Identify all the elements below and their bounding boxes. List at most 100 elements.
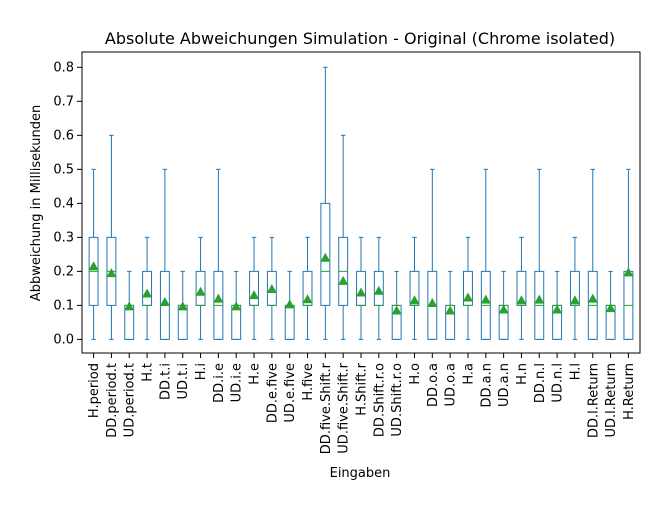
mean-marker <box>177 301 188 311</box>
ticks-layer: 0.0 0.1 0.2 0.3 0.4 0.5 0.6 0.7 0.8 H.period DD.pe… <box>53 60 637 454</box>
y-tick-label: 0.7 <box>53 94 74 109</box>
box-ud-l-return <box>605 270 616 340</box>
box-h-shift-r <box>356 236 366 340</box>
x-tick-label: DD.o.a <box>426 363 441 407</box>
box-ud-e-five <box>284 270 295 340</box>
y-tick-label: 0.5 <box>53 162 74 177</box>
box-h-a <box>462 236 473 340</box>
x-tick-label: H.Return <box>622 363 637 420</box>
box-h-t <box>142 236 153 340</box>
x-tick-label: DD.t.i <box>158 363 173 400</box>
box-dd-shift-r-o <box>373 236 384 340</box>
x-tick-label: H.l <box>568 363 583 380</box>
x-tick-label: UD.l.Return <box>604 363 619 438</box>
x-tick-label: DD.n.l <box>533 363 548 403</box>
x-tick-label: UD.t.i <box>176 363 191 400</box>
x-tick-label: H.t <box>141 363 156 382</box>
x-tick-label: DD.five.Shift.r <box>319 362 334 454</box>
box-h-o <box>409 236 420 340</box>
mean-marker <box>284 299 295 309</box>
box-dd-five-shift-r <box>320 66 331 340</box>
box-ud-five-shift-r <box>338 134 349 340</box>
y-tick-label: 0.8 <box>53 60 74 75</box>
mean-marker <box>498 304 509 314</box>
mean-marker <box>409 295 420 305</box>
mean-marker <box>516 295 527 305</box>
x-tick-label: UD.period.t <box>123 363 138 437</box>
box-h-e <box>249 236 260 340</box>
mean-marker <box>587 293 598 303</box>
box-iqr <box>142 270 153 306</box>
box-dd-l-return <box>587 168 598 340</box>
box-h-n <box>516 236 527 340</box>
box-ud-a-n <box>498 270 509 340</box>
x-tick-label: H.period <box>87 363 102 418</box>
x-tick-label: H.a <box>461 363 476 385</box>
x-tick-label: UD.five.Shift.r <box>337 362 352 453</box>
mean-marker <box>480 294 491 304</box>
box-ud-shift-r-o <box>391 270 402 340</box>
box-iqr <box>124 304 135 340</box>
mean-marker <box>445 305 456 315</box>
x-tick-label: H.Shift.r <box>355 362 370 415</box>
mean-marker <box>462 292 473 302</box>
x-tick-label: H.n <box>515 363 530 385</box>
y-tick-label: 0.0 <box>53 332 74 347</box>
x-tick-label: UD.n.l <box>551 363 566 403</box>
mean-marker <box>356 287 366 297</box>
mean-marker <box>302 294 313 304</box>
y-axis-label: Abbweichung in Millisekunden <box>29 105 44 301</box>
mean-marker <box>266 284 277 294</box>
boxes-layer <box>88 66 634 340</box>
mean-marker <box>88 261 99 271</box>
box-h-i <box>195 236 206 340</box>
box-ud-period-t <box>124 270 135 340</box>
mean-marker <box>391 305 402 315</box>
box-h-l <box>569 236 580 340</box>
mean-marker <box>427 298 438 308</box>
box-dd-n-l <box>534 168 545 340</box>
box-iqr <box>177 304 188 340</box>
mean-marker <box>605 303 616 313</box>
box-dd-a-n <box>480 168 491 340</box>
x-tick-label: DD.a.n <box>479 363 494 408</box>
mean-marker <box>195 286 206 296</box>
y-tick-label: 0.3 <box>53 230 74 245</box>
mean-marker <box>623 267 634 277</box>
box-ud-t-i <box>177 270 188 340</box>
mean-marker <box>338 275 349 285</box>
x-axis-label: Eingaben <box>330 466 391 481</box>
box-dd-t-i <box>159 168 170 340</box>
x-tick-label: DD.l.Return <box>586 363 601 438</box>
box-dd-e-five <box>266 236 277 340</box>
mean-marker <box>373 285 384 295</box>
box-iqr <box>320 202 331 306</box>
box-iqr <box>284 304 295 340</box>
mean-marker <box>213 293 224 303</box>
mean-marker <box>124 301 135 311</box>
y-tick-label: 0.6 <box>53 128 74 143</box>
y-tick-label: 0.1 <box>53 298 74 313</box>
mean-marker <box>320 252 331 262</box>
x-tick-label: UD.i.e <box>230 363 245 402</box>
box-iqr <box>249 270 259 306</box>
y-tick-label: 0.4 <box>53 196 74 211</box>
mean-marker <box>106 268 117 278</box>
mean-marker <box>249 290 260 300</box>
x-tick-label: UD.o.a <box>444 363 459 406</box>
x-tick-label: DD.period.t <box>105 363 120 438</box>
box-ud-n-l <box>552 270 563 340</box>
x-tick-label: UD.Shift.r.o <box>390 363 405 437</box>
x-tick-label: DD.e.five <box>265 363 280 423</box>
x-tick-label: DD.i.e <box>212 363 227 403</box>
x-tick-label: H.i <box>194 363 209 380</box>
plot-area-frame <box>81 51 641 354</box>
box-ud-i-e <box>231 270 242 340</box>
mean-marker <box>159 296 170 306</box>
mean-marker <box>552 304 563 314</box>
x-tick-label: UD.a.n <box>497 363 512 407</box>
chart-title: Absolute Abweichungen Simulation - Origi… <box>105 29 615 48</box>
x-tick-label: H.e <box>248 363 263 385</box>
